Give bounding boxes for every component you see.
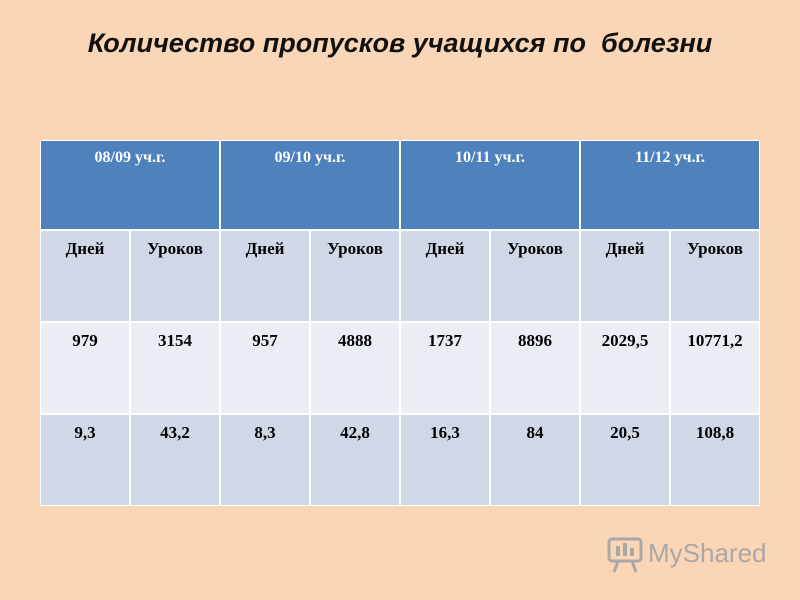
table-cell: 979 — [40, 322, 130, 414]
table-cell: 16,3 — [400, 414, 490, 506]
table-cell: 108,8 — [670, 414, 760, 506]
header-cell: 10/11 уч.г. — [400, 140, 580, 230]
header-cell: 11/12 уч.г. — [580, 140, 760, 230]
table: 08/09 уч.г. 09/10 уч.г. 10/11 уч.г. 11/12 у… — [40, 140, 760, 506]
table-cell: 8,3 — [220, 414, 310, 506]
watermark-icon — [607, 537, 643, 573]
table-cell: 20,5 — [580, 414, 670, 506]
table-cell: 957 — [220, 322, 310, 414]
table-cell: 2029,5 — [580, 322, 670, 414]
table-cell: Уроков — [130, 230, 220, 322]
table-cell: Дней — [220, 230, 310, 322]
table-cell: Дней — [580, 230, 670, 322]
title: Количество пропусков учащихся по болезни — [87, 28, 713, 58]
header-cell: 08/09 уч.г. — [40, 140, 220, 230]
table-cell: 1737 — [400, 322, 490, 414]
table-cell: 9,3 — [40, 414, 130, 506]
table-cell: Уроков — [310, 230, 400, 322]
table-cell: 43,2 — [130, 414, 220, 506]
table-cell: 8896 — [490, 322, 580, 414]
watermark: MyShared — [648, 538, 767, 568]
table-cell: 10771,2 — [670, 322, 760, 414]
table-cell: 84 — [490, 414, 580, 506]
table-cell: 42,8 — [310, 414, 400, 506]
table-cell: Дней — [40, 230, 130, 322]
table-cell: Уроков — [490, 230, 580, 322]
header-cell: 09/10 уч.г. — [220, 140, 400, 230]
table-cell: 4888 — [310, 322, 400, 414]
table-cell: Уроков — [670, 230, 760, 322]
table-cell: Дней — [400, 230, 490, 322]
table-cell: 3154 — [130, 322, 220, 414]
